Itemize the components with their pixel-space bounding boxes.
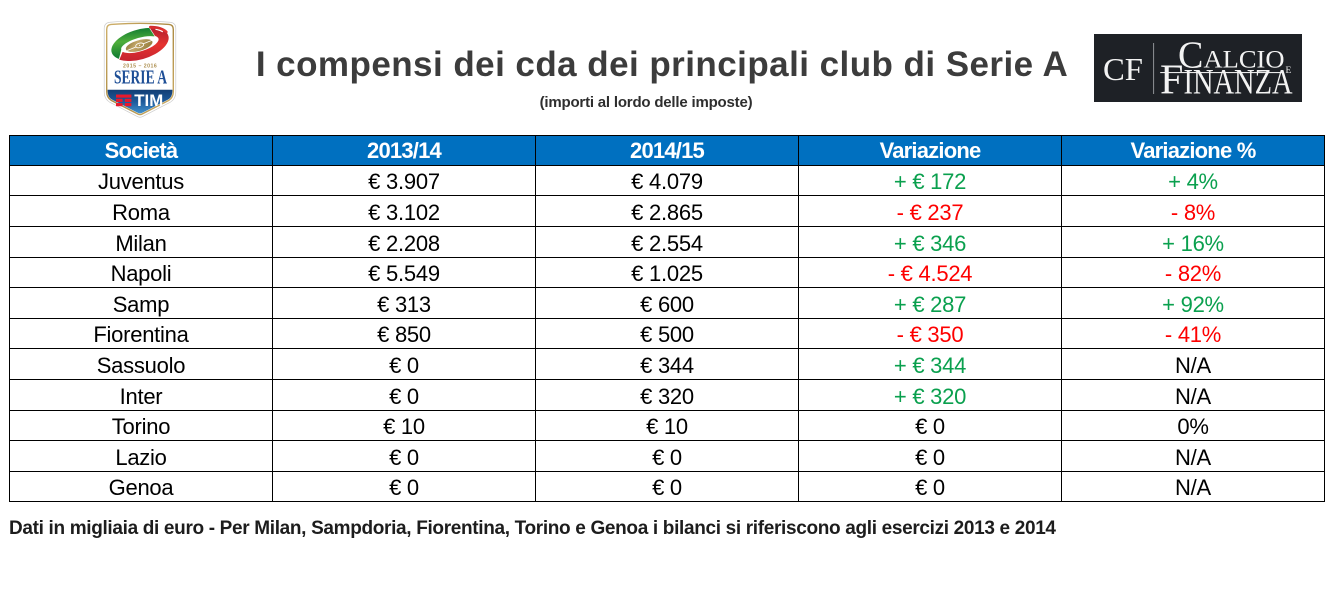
svg-text:F: F	[1160, 58, 1183, 102]
svg-text:TIM: TIM	[134, 92, 163, 110]
svg-text:INANZA: INANZA	[1184, 62, 1293, 102]
svg-text:SERIE A: SERIE A	[114, 67, 168, 89]
svg-text:E: E	[1286, 66, 1292, 76]
svg-text:CF: CF	[1103, 52, 1143, 87]
svg-text:C: C	[1178, 35, 1203, 77]
svg-text:ALCIO: ALCIO	[1204, 45, 1285, 74]
svg-text:2015 – 2016: 2015 – 2016	[123, 63, 157, 69]
